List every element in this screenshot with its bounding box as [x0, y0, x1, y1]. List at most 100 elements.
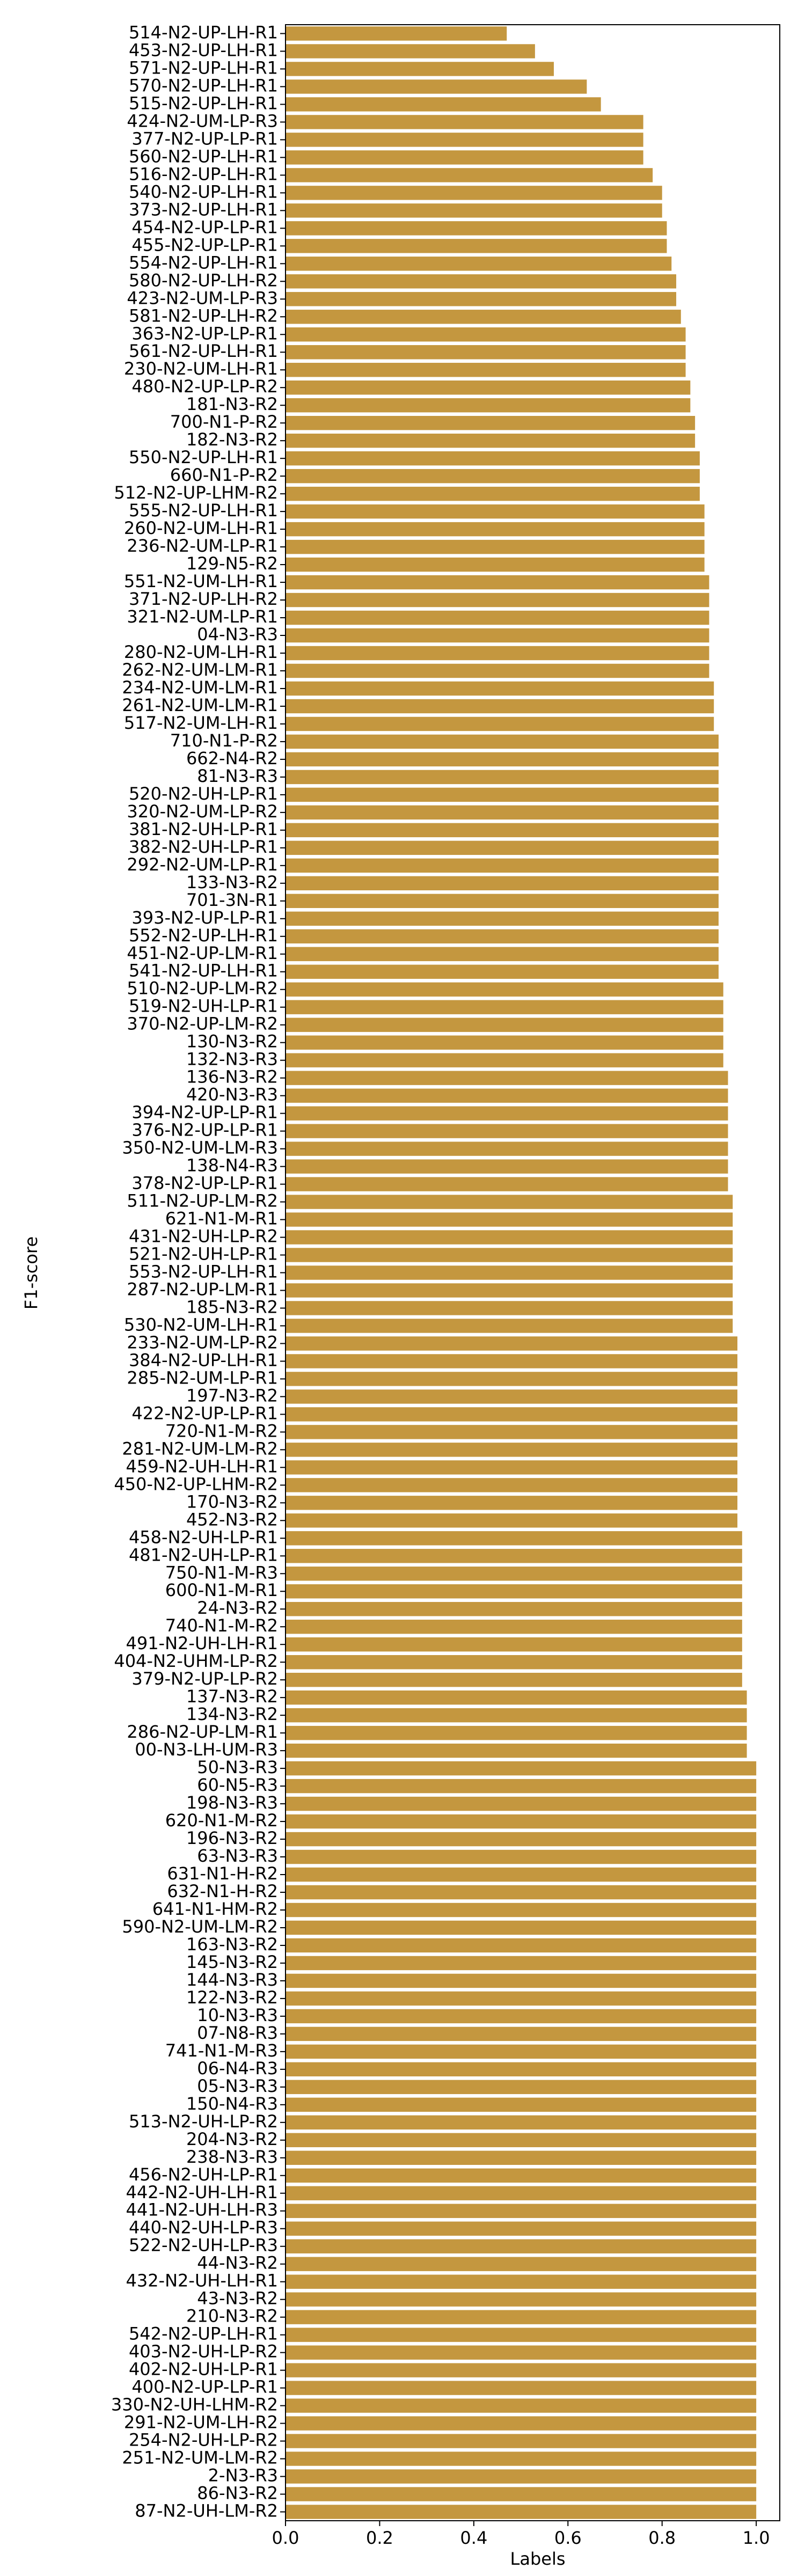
bar [286, 221, 667, 236]
bar [286, 1443, 738, 1457]
bar [286, 2469, 757, 2484]
bar [286, 2363, 757, 2377]
y-tick-label: 542-N2-UP-LH-R1 [129, 2324, 278, 2344]
y-tick-label: 750-N1-M-R3 [165, 1562, 278, 1583]
bar [286, 663, 709, 678]
y-tick-label: 458-N2-UH-LP-R1 [129, 1527, 278, 1547]
bar [286, 2062, 757, 2077]
bar [286, 876, 719, 891]
bar [286, 1690, 747, 1705]
bar [286, 1655, 742, 1670]
bar [286, 1265, 733, 1280]
bar [286, 1761, 757, 1776]
y-tick-label: 600-N1-M-R1 [165, 1580, 278, 1600]
bar [286, 1513, 738, 1528]
bar [286, 239, 667, 253]
bar [286, 115, 643, 129]
bar [286, 1460, 738, 1475]
bar [286, 415, 696, 430]
bar [286, 1141, 728, 1156]
bar [286, 1478, 738, 1492]
bar [286, 380, 691, 395]
y-tick-label: 60-N5-R3 [197, 1775, 278, 1795]
x-tick-label: 0.0 [272, 2528, 299, 2548]
y-tick-label: 394-N2-UP-LP-R1 [131, 1102, 278, 1123]
bar [286, 2381, 757, 2395]
bar [286, 2345, 757, 2360]
bar [286, 1053, 723, 1067]
bar [286, 646, 709, 661]
bar [286, 203, 662, 218]
bar [286, 575, 709, 590]
bar [286, 2239, 757, 2253]
bar [286, 97, 601, 112]
y-tick-label: 04-N3-R3 [197, 624, 278, 645]
y-tick-label: 590-N2-UM-LM-R2 [122, 1916, 278, 1937]
bar [286, 894, 719, 908]
bar [286, 292, 677, 306]
y-tick-label: 87-N2-UH-LM-R2 [135, 2501, 278, 2521]
y-tick-label: 481-N2-UH-LP-R1 [129, 1545, 278, 1565]
y-tick-label: 63-N3-R3 [197, 1846, 278, 1866]
bar [286, 62, 554, 76]
bar [286, 1708, 747, 1723]
y-tick-label: 555-N2-UP-LH-R1 [129, 500, 278, 521]
y-tick-label: 631-N1-H-R2 [167, 1863, 278, 1884]
bar [286, 610, 709, 625]
y-tick-label: 432-N2-UH-LH-R1 [126, 2271, 278, 2291]
bar [286, 1991, 757, 2006]
bar [286, 592, 709, 608]
bar [286, 522, 705, 537]
bar [286, 2434, 757, 2448]
bar [286, 486, 700, 501]
bar [286, 1567, 742, 1581]
bar [286, 2168, 757, 2183]
y-tick-label: 43-N3-R2 [197, 2288, 278, 2309]
y-tick-label: 741-N1-M-R3 [165, 2040, 278, 2061]
bar [286, 345, 686, 360]
bar [286, 858, 719, 873]
y-tick-label: 384-N2-UP-LH-R1 [129, 1350, 278, 1370]
y-tick-label: 452-N3-R2 [186, 1509, 278, 1529]
bar [286, 557, 705, 572]
bar [286, 1779, 757, 1794]
bar [286, 1973, 757, 1988]
bar [286, 2505, 757, 2519]
y-tick-label: 550-N2-UP-LH-R1 [129, 447, 278, 467]
y-tick-label: 641-N1-HM-R2 [152, 1899, 278, 1919]
y-tick-label: 570-N2-UP-LH-R1 [129, 75, 278, 96]
y-tick-label: 400-N2-UP-LP-R1 [131, 2377, 278, 2397]
y-tick-label: 441-N2-UH-LH-R3 [126, 2200, 278, 2220]
y-tick-label: 402-N2-UH-LP-R1 [129, 2359, 278, 2380]
bar [286, 1725, 747, 1740]
y-tick-label: 129-N5-R2 [186, 553, 278, 574]
y-tick-label: 541-N2-UP-LH-R1 [129, 961, 278, 981]
y-tick-label: 442-N2-UH-LH-R1 [126, 2182, 278, 2202]
y-tick-label: 455-N2-UP-LP-R1 [131, 235, 278, 255]
bar [286, 1832, 757, 1847]
bar [286, 823, 719, 838]
y-tick-label: 520-N2-UH-LP-R1 [129, 784, 278, 804]
bar [286, 752, 719, 767]
y-tick-label: 662-N4-R2 [186, 748, 278, 769]
bar [286, 2009, 757, 2024]
bar [286, 2451, 757, 2466]
bar [286, 1425, 738, 1439]
y-tick-label: 204-N3-R2 [186, 2129, 278, 2149]
bar [286, 1620, 742, 1634]
y-tick-label: 454-N2-UP-LP-R1 [131, 217, 278, 237]
bar [286, 2044, 757, 2059]
bar [286, 2080, 757, 2095]
bar [286, 504, 705, 519]
bar [286, 133, 643, 147]
y-tick-label: 404-N2-UHM-LP-R2 [114, 1651, 278, 1671]
bar [286, 2274, 757, 2289]
y-tick-label: 393-N2-UP-LP-R1 [131, 908, 278, 928]
bar [286, 2097, 757, 2112]
y-tick-label: 363-N2-UP-LP-R1 [131, 323, 278, 343]
bar [286, 947, 719, 961]
bar [286, 2026, 757, 2041]
bar [286, 1584, 742, 1599]
y-tick-label: 453-N2-UP-LH-R1 [129, 40, 278, 60]
bar [286, 1796, 757, 1811]
